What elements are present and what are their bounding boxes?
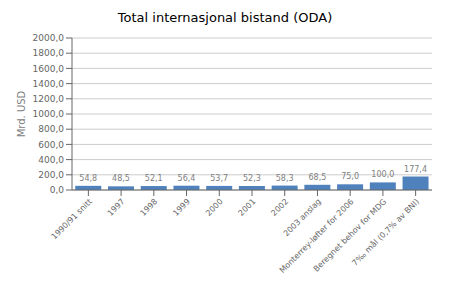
svg-text:Beregnet behov for MDG: Beregnet behov for MDG	[311, 197, 389, 274]
svg-text:0,0: 0,0	[50, 185, 65, 195]
svg-text:1990/91 snitt: 1990/91 snitt	[50, 197, 94, 241]
svg-text:48,5: 48,5	[112, 174, 130, 183]
svg-text:53,7: 53,7	[210, 174, 228, 183]
svg-text:2000: 2000	[204, 197, 225, 218]
svg-text:Monterrey-løfter for 2006: Monterrey-løfter for 2006	[277, 197, 356, 275]
svg-text:400,0: 400,0	[38, 155, 64, 165]
svg-text:1998: 1998	[138, 197, 159, 218]
svg-text:1999: 1999	[171, 197, 192, 218]
svg-text:7‰ mål (0,7% av BNI): 7‰ mål (0,7% av BNI)	[350, 196, 421, 267]
svg-text:2002: 2002	[269, 197, 290, 218]
svg-text:1997: 1997	[106, 197, 127, 218]
svg-text:177,4: 177,4	[404, 165, 427, 174]
svg-text:2003 anslag: 2003 anslag	[281, 197, 323, 239]
svg-text:2001: 2001	[237, 197, 258, 218]
svg-text:56,4: 56,4	[178, 174, 196, 183]
svg-text:1800,0: 1800,0	[33, 48, 65, 58]
svg-text:58,3: 58,3	[276, 174, 294, 183]
svg-text:75,0: 75,0	[341, 172, 359, 181]
svg-text:52,3: 52,3	[243, 174, 261, 183]
svg-text:68,5: 68,5	[308, 173, 326, 182]
svg-text:600,0: 600,0	[38, 140, 64, 150]
svg-text:52,1: 52,1	[145, 174, 163, 183]
svg-text:54,8: 54,8	[79, 174, 97, 183]
svg-text:800,0: 800,0	[38, 124, 64, 134]
svg-text:1400,0: 1400,0	[33, 79, 65, 89]
svg-text:200,0: 200,0	[38, 170, 64, 180]
svg-text:2000,0: 2000,0	[33, 33, 65, 43]
svg-text:1000,0: 1000,0	[33, 109, 65, 119]
svg-text:100,0: 100,0	[371, 170, 394, 179]
svg-text:Mrd. USD: Mrd. USD	[16, 90, 27, 137]
svg-text:1600,0: 1600,0	[33, 64, 65, 74]
html-text:Total internasjonal bistand (O: Total internasjonal bistand (ODA)	[117, 10, 333, 25]
svg-text:1200,0: 1200,0	[33, 94, 65, 104]
